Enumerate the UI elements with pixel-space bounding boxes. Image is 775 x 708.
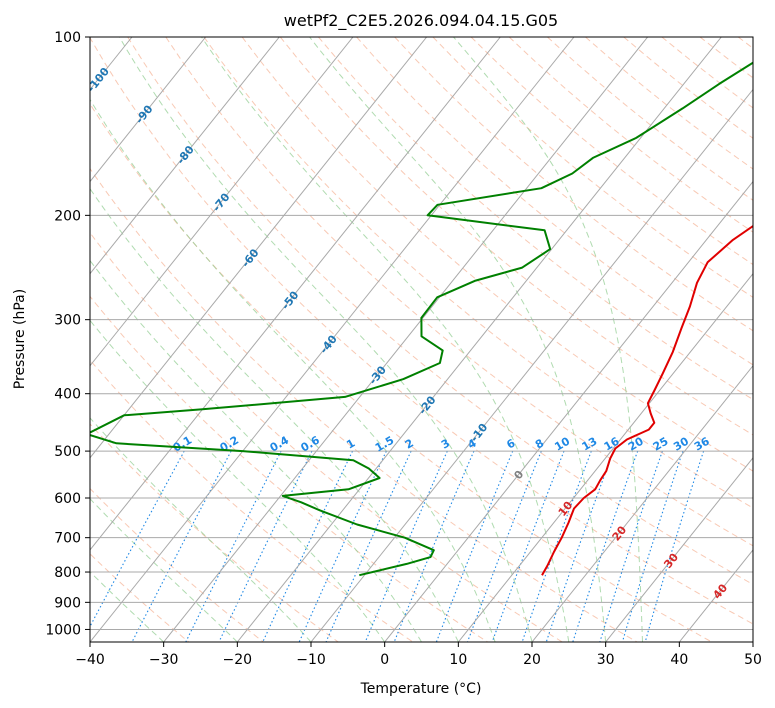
chart-title: wetPf2_C2E5.2026.094.04.15.G05 [284,11,558,31]
y-tick-label: 900 [54,595,81,611]
y-tick-label: 200 [54,208,81,224]
isotherm [531,364,753,642]
x-tick-label: −40 [75,652,105,668]
moist-adiabat [90,187,459,642]
y-tick-label: 800 [54,565,81,581]
isotherm [236,37,722,642]
dry-adiabat [90,231,563,642]
isotherm [90,37,207,183]
isotherm [90,37,575,642]
isotherm [90,37,280,275]
y-tick-label: 300 [54,313,81,329]
y-tick-label: 600 [54,491,81,507]
plot-area: -100-90-80-70-60-50-40-30-20-10010203040… [90,37,753,642]
pressure-gridlines [90,37,753,630]
mixing-ratio-line [262,450,353,642]
mixing-ratio-line [466,450,542,642]
dry-adiabat [432,37,753,298]
moist-adiabat [118,37,533,642]
mixing-ratio-line [435,450,514,642]
x-axis-ticks: −40 −30 −20 −10 0 10 20 30 40 50 [75,642,762,668]
temperature-profile-line [541,224,753,576]
isotherm [310,88,753,642]
mixing-ratio-line [599,450,663,642]
y-tick-label: 100 [54,30,81,46]
dry-adiabat [90,167,638,642]
dry-adiabat [90,103,712,642]
x-tick-label: 20 [523,652,541,668]
mixing-ratio-line [90,450,185,628]
x-axis-label: Temperature (°C) [360,681,482,697]
dry-adiabat [203,37,753,509]
moist-adiabat [90,571,165,642]
profile-series [90,61,753,577]
x-tick-label: −10 [296,652,326,668]
moist-adiabat [201,37,570,642]
x-tick-label: 40 [670,652,688,668]
dry-adiabat [90,487,264,642]
isotherm [90,37,428,459]
y-tick-label: 700 [54,531,81,547]
isotherm [90,37,354,367]
dry-adiabat [90,295,488,642]
plot-frame [89,36,754,643]
x-tick-label: 0 [380,652,389,668]
dry-adiabat [90,37,753,625]
isotherm [457,272,753,642]
y-tick-label: 1000 [45,622,81,638]
dry-adiabat [127,37,753,586]
moist-adiabat [90,259,422,642]
x-tick-label: −30 [149,652,179,668]
moist-adiabats [90,37,643,642]
isotherms [90,37,753,642]
isotherm [163,37,649,642]
moist-adiabat [90,498,238,642]
y-axis-label: Pressure (hPa) [12,289,28,389]
moist-adiabat [309,37,607,642]
moist-adiabat [453,37,643,642]
moist-adiabat [90,98,496,642]
y-tick-label: 400 [54,387,81,403]
dry-adiabat [394,37,753,332]
x-tick-label: 10 [449,652,467,668]
dewpoint-profile-line [90,61,753,577]
x-tick-label: 30 [597,652,615,668]
moist-adiabat [90,319,386,642]
isotherm [90,37,501,551]
dry-adiabat [241,37,753,472]
mixing-ratio-line [572,450,639,642]
mixing-ratio-line [298,450,387,642]
mixing-ratio-line [521,450,592,642]
mixing-ratio-line [185,450,282,642]
x-tick-label: 50 [744,652,762,668]
x-tick-label: −20 [223,652,253,668]
y-tick-label: 500 [54,444,81,460]
isotherm [605,457,753,642]
isotherm [384,180,753,642]
y-axis-ticks: 100 200 300 400 500 600 700 800 900 1000 [45,30,90,638]
